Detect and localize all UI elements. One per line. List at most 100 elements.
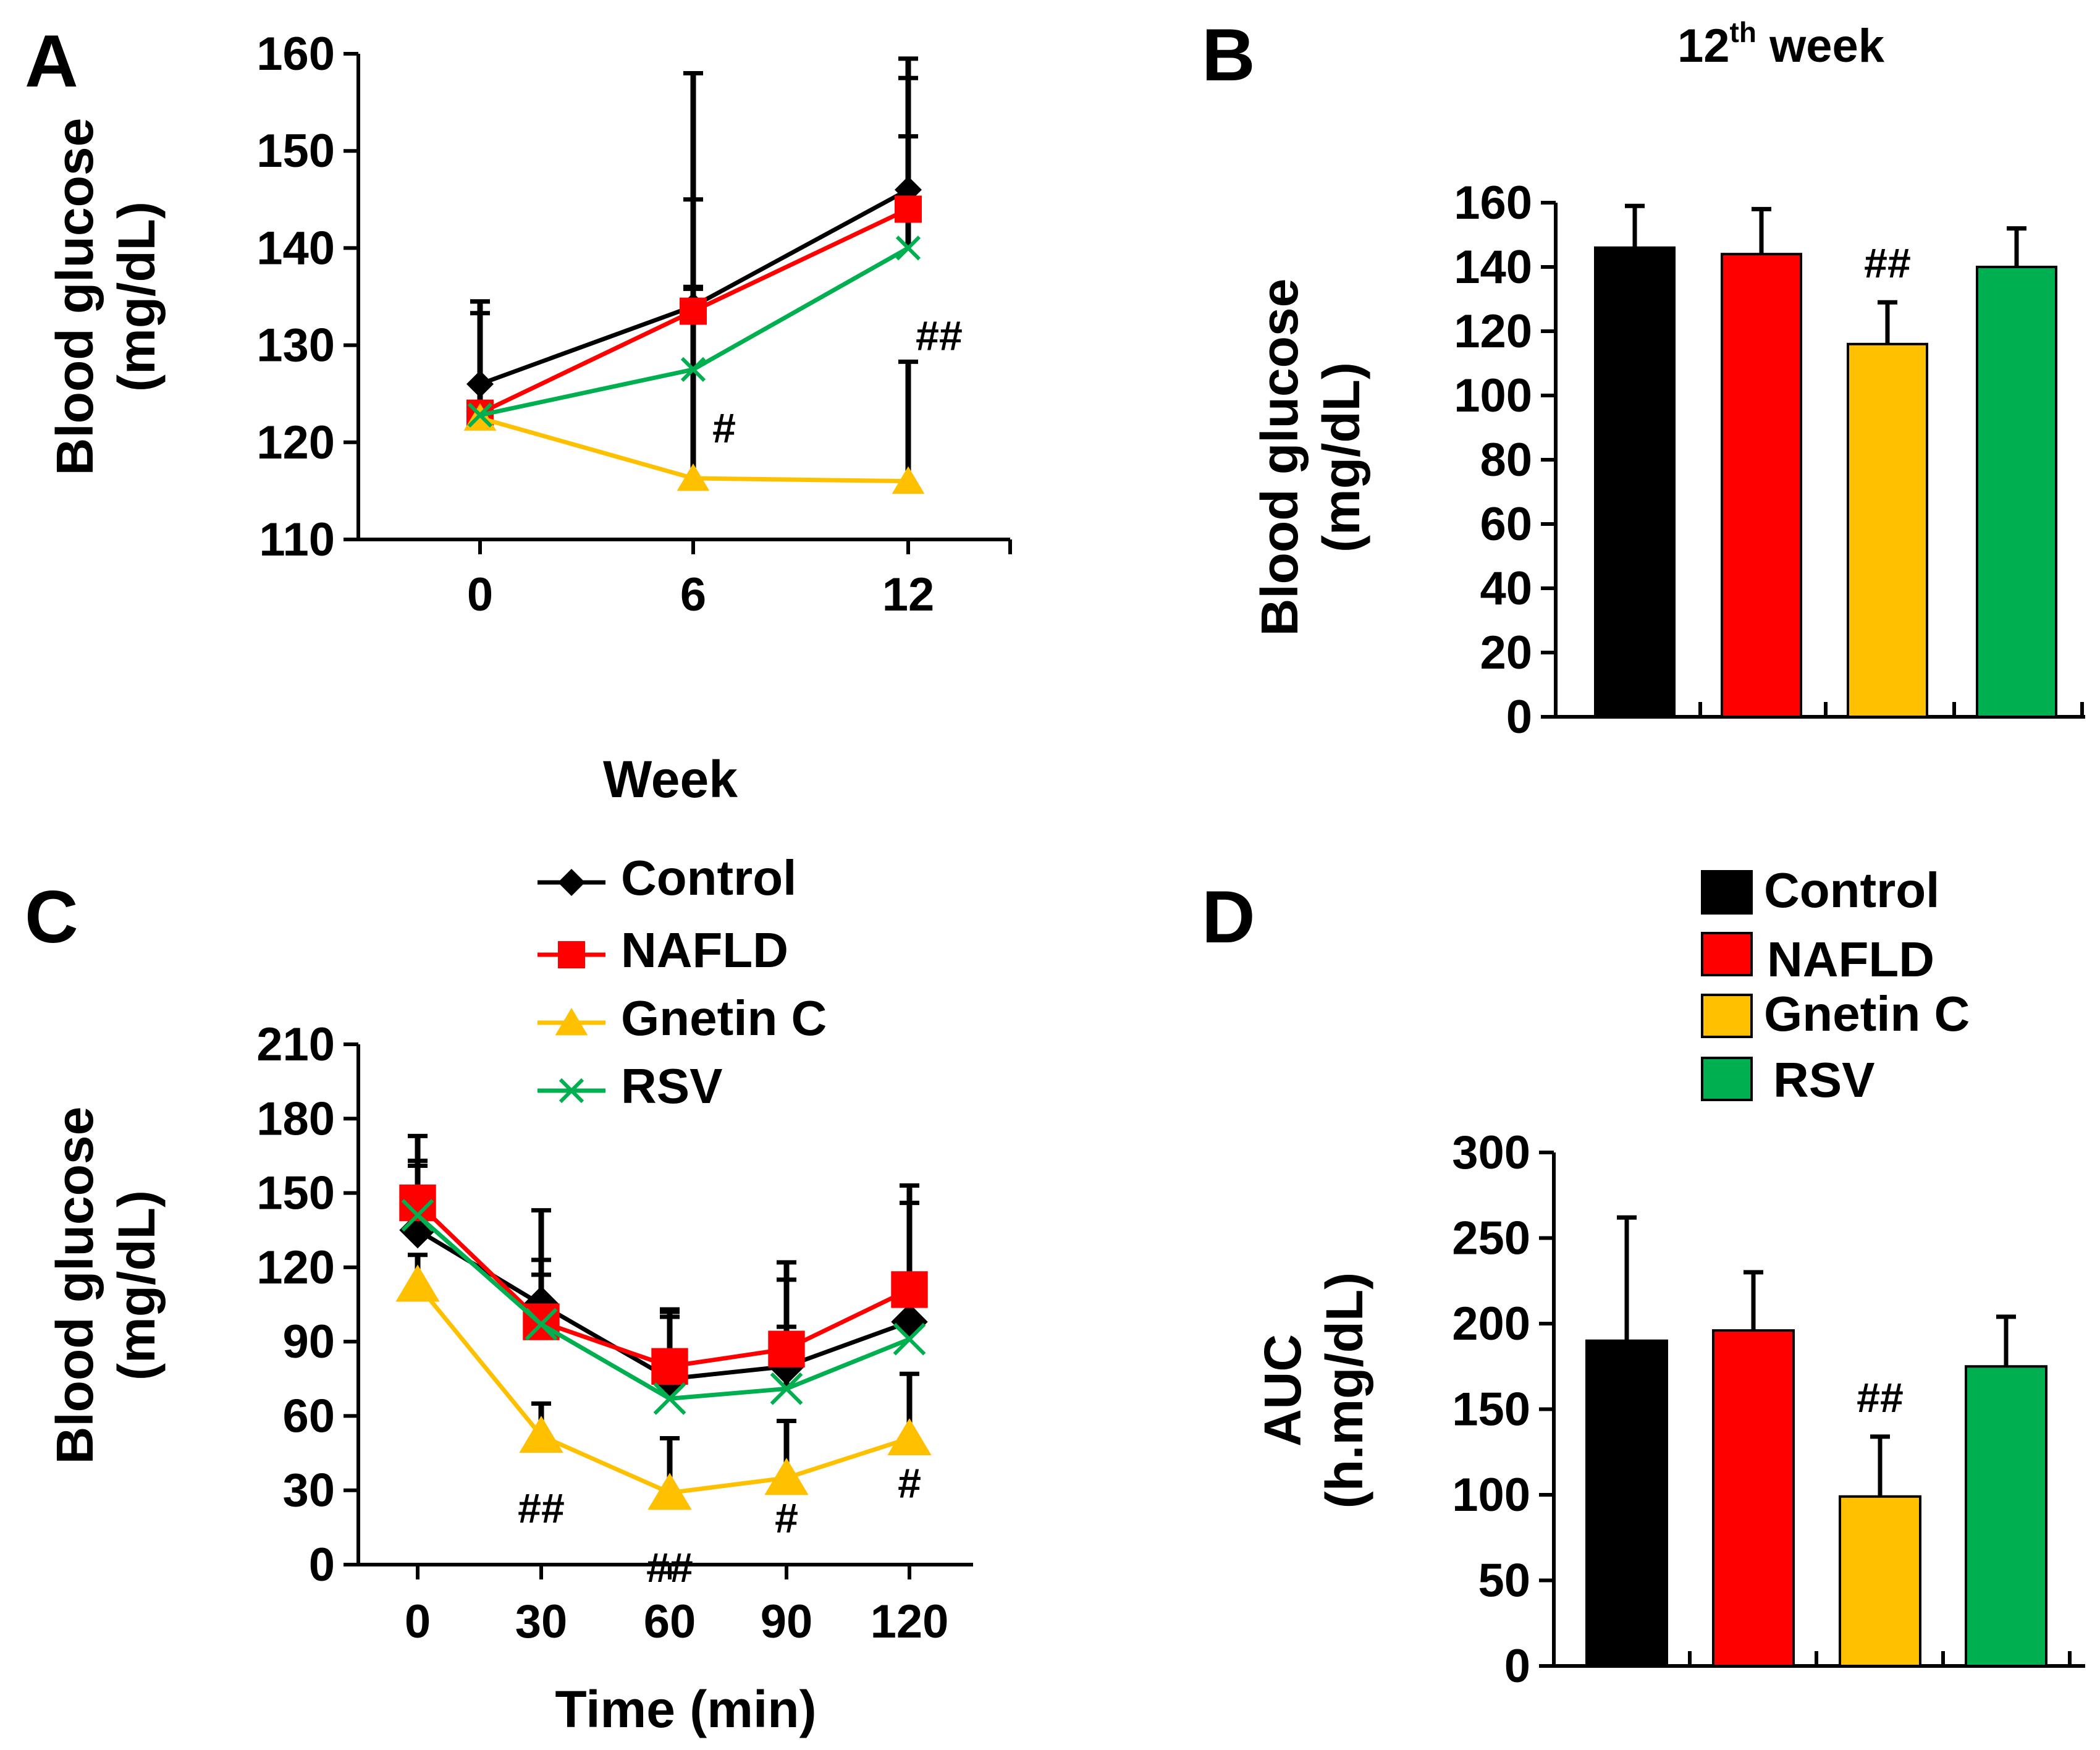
panel-d-y-tick-label-3: 150: [1452, 1384, 1530, 1436]
panel-c-annotation-2: #: [775, 1495, 798, 1542]
panel-b-y-tick-label-8: 160: [1454, 177, 1532, 229]
panel-b-title-number: 12: [1677, 20, 1730, 72]
panel-c-annotation-0: ##: [518, 1485, 565, 1532]
panel-d-annotation-0: ##: [1857, 1374, 1904, 1421]
panel-c-point-gnetin-c-4: [887, 1418, 932, 1456]
line-legend: Control NAFLD Gnetin C RSV: [538, 850, 827, 1114]
panel-c-annotation-1: ##: [646, 1544, 693, 1591]
panel-a-y-tick-label-1: 120: [256, 416, 335, 469]
panel-c-point-nafld-2: [651, 1348, 688, 1385]
line-legend-label-nafld: NAFLD: [621, 923, 788, 978]
panel-b-y-tick-label-2: 40: [1480, 562, 1532, 615]
panel-b-y-axis-title-line-2: (mg/dL): [1312, 362, 1370, 552]
panel-c-y-tick-label-0: 0: [309, 1539, 335, 1591]
panel-c-point-rsv-2: [653, 1382, 686, 1415]
panel-c-y-tick-label-4: 120: [256, 1241, 335, 1294]
panel-d-bar-control: [1585, 1339, 1668, 1667]
panel-c-point-gnetin-c-3: [764, 1458, 809, 1495]
panel-b-y-axis-title: Blood glucose(mg/dL): [1250, 279, 1370, 636]
panel-c-x-tick-label-0: 0: [405, 1596, 431, 1648]
panel-d-y-axis-title: AUC(h.mg/dL): [1254, 1272, 1373, 1509]
panel-a-y-tick-label-4: 150: [256, 125, 335, 177]
panel-c-x-tick-label-3: 90: [761, 1596, 813, 1648]
panel-a-annotation-0: #: [712, 405, 736, 452]
panel-b-bar-nafld: [1721, 253, 1802, 718]
bar-legend-label-rsv: RSV: [1773, 1052, 1875, 1107]
panel-c-y-tick-label-1: 30: [282, 1465, 335, 1517]
panel-a-x-tick-label-1: 6: [680, 569, 706, 621]
panel-b-y-tick-label-0: 0: [1506, 691, 1532, 743]
panel-d-bar-chart: 0 50 100 150 200 250 300 ## AUC(h.mg/dL): [1254, 1127, 2085, 1693]
line-legend-marker-rsv: [559, 1078, 584, 1104]
bar-legend-swatch-rsv: [1701, 1057, 1753, 1101]
panel-c-y-tick-label-6: 180: [256, 1093, 335, 1145]
panel-a-point-gnetin-c-2: [892, 466, 925, 494]
panel-c-y-axis-title: Blood glucose(mg/dL): [46, 1107, 166, 1465]
panel-label-c: C: [25, 876, 78, 958]
panel-c-series-line-nafld: [416, 1201, 911, 1369]
panel-a-x-tick-label-2: 12: [882, 569, 935, 621]
line-legend-label-control: Control: [621, 850, 796, 905]
panel-b-y-tick-label-1: 20: [1480, 627, 1532, 679]
panel-c-y-tick-label-5: 150: [256, 1167, 335, 1220]
panel-a-x-axis-title: Week: [603, 750, 738, 808]
line-legend-marker-control: [558, 869, 585, 896]
panel-label-d: D: [1202, 876, 1255, 958]
panel-a-y-tick-label-5: 160: [256, 28, 335, 80]
panel-d-y-tick-label-5: 250: [1452, 1212, 1530, 1265]
panel-c-x-tick-label-2: 60: [644, 1596, 696, 1648]
panel-a-point-control-0: [466, 370, 494, 398]
panel-b-bar-rsv: [1976, 266, 2057, 718]
panel-c-point-rsv-1: [525, 1308, 558, 1341]
bar-legend-swatch-control: [1701, 870, 1753, 915]
panel-a-x-tick-label-0: 0: [467, 569, 493, 621]
panel-a-point-rsv-2: [895, 235, 921, 261]
panel-c-point-rsv-4: [893, 1322, 926, 1356]
panel-a-y-axis-title-line-1: Blood glucose: [46, 118, 104, 476]
line-legend-marker-nafld: [558, 941, 585, 968]
panel-a-point-gnetin-c-1: [677, 463, 710, 491]
panel-b-y-tick-label-5: 100: [1454, 370, 1532, 422]
panel-a-point-nafld-1: [680, 297, 707, 325]
panel-c-y-axis-title-line-1: Blood glucose: [46, 1107, 104, 1465]
bar-legend-swatch-nafld: [1701, 932, 1753, 976]
panel-a-annotation-1: ##: [916, 312, 963, 359]
panel-a-y-axis-title-line-2: (mg/dL): [108, 201, 166, 392]
panel-a-point-rsv-1: [680, 357, 706, 383]
panel-d-y-tick-label-1: 50: [1478, 1555, 1530, 1607]
panel-b-bar-gnetin-c: [1847, 342, 1928, 718]
panel-c-annotation-3: #: [898, 1460, 921, 1507]
panel-c-y-tick-label-7: 210: [256, 1018, 335, 1071]
panel-b-y-axis-title-line-1: Blood glucose: [1250, 279, 1309, 636]
panel-a-point-rsv-0: [467, 402, 493, 428]
panel-a-y-tick-label-0: 110: [259, 514, 335, 566]
panel-c-point-gnetin-c-0: [395, 1264, 440, 1302]
panel-d-y-axis-title-line-2: (h.mg/dL): [1315, 1272, 1373, 1509]
panel-a-y-tick-label-2: 130: [256, 319, 335, 372]
panel-d-bar-nafld: [1712, 1329, 1795, 1668]
panel-d-y-tick-label-4: 200: [1452, 1298, 1530, 1350]
panel-c-y-tick-label-2: 60: [282, 1390, 335, 1442]
panel-c-y-axis-title-line-2: (mg/dL): [108, 1190, 166, 1380]
panel-b-bar-control: [1594, 246, 1676, 718]
bar-legend-label-gnetin-c: Gnetin C: [1764, 986, 1970, 1041]
panel-c-x-tick-label-4: 120: [871, 1596, 949, 1648]
panel-label-b: B: [1202, 14, 1255, 96]
panel-b-annotation-0: ##: [1864, 240, 1911, 287]
panel-c-x-axis-title: Time (min): [555, 1680, 816, 1738]
bar-legend-label-control: Control: [1764, 863, 1939, 918]
panel-d-y-axis-title-line-1: AUC: [1254, 1334, 1312, 1447]
panel-c-point-control-4: [891, 1303, 928, 1340]
panel-c-point-rsv-0: [401, 1199, 434, 1232]
panel-d-bar-gnetin-c: [1839, 1495, 1921, 1668]
panel-c-point-rsv-3: [770, 1372, 803, 1405]
bar-legend: Control NAFLD Gnetin C RSV: [1701, 863, 1970, 1107]
panel-b-y-tick-label-4: 80: [1480, 434, 1532, 486]
panel-b-y-tick-label-7: 140: [1454, 241, 1532, 294]
panel-d-y-tick-label-2: 100: [1452, 1469, 1530, 1521]
panel-b-title: 12th week: [1677, 16, 1885, 72]
panel-c-point-gnetin-c-1: [519, 1416, 563, 1453]
panel-label-a: A: [25, 20, 78, 103]
panel-d-y-tick-label-0: 0: [1504, 1640, 1530, 1693]
